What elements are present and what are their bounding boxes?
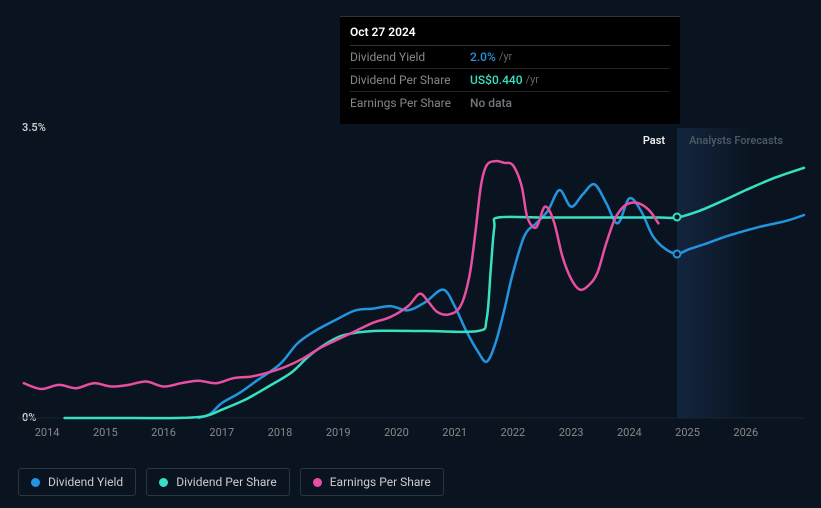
x-axis-tick: 2020 <box>384 426 409 439</box>
tooltip: Oct 27 2024 Dividend Yield2.0%/yrDividen… <box>340 16 680 124</box>
legend-swatch <box>159 478 168 487</box>
tooltip-row: Earnings Per ShareNo data <box>350 92 670 114</box>
tooltip-row-unit: /yr <box>499 50 512 64</box>
legend: Dividend Yield Dividend Per Share Earnings… <box>18 468 444 496</box>
series-marker <box>673 249 682 258</box>
x-axis-tick: 2019 <box>326 426 351 439</box>
x-axis-tick: 2024 <box>617 426 642 439</box>
tooltip-row-label: Dividend Yield <box>350 50 470 64</box>
x-axis-tick: 2025 <box>675 426 700 439</box>
series-line <box>198 184 804 418</box>
tooltip-row-label: Dividend Per Share <box>350 73 470 87</box>
x-axis-tick: 2016 <box>151 426 176 439</box>
x-axis-tick: 2022 <box>501 426 526 439</box>
tooltip-row-value: 2.0% <box>470 50 496 64</box>
legend-label: Dividend Per Share <box>176 475 277 489</box>
chart-plot-area: Past Analysts Forecasts <box>18 128 804 418</box>
legend-swatch <box>31 478 40 487</box>
x-axis-tick: 2023 <box>559 426 584 439</box>
x-axis-tick: 2017 <box>209 426 234 439</box>
tooltip-row: Dividend Per ShareUS$0.440/yr <box>350 69 670 92</box>
x-axis-tick: 2014 <box>35 426 60 439</box>
tooltip-row-unit: /yr <box>526 73 539 87</box>
x-axis-tick: 2018 <box>268 426 293 439</box>
x-axis-tick: 2015 <box>93 426 118 439</box>
tooltip-row: Dividend Yield2.0%/yr <box>350 46 670 69</box>
series-line <box>65 168 804 418</box>
tooltip-row-value: US$0.440 <box>470 73 523 87</box>
tooltip-date: Oct 27 2024 <box>350 25 670 46</box>
x-axis: 2014 2015 2016 2017 2018 2019 2020 2021 2022 2023… <box>18 426 804 442</box>
chart-lines <box>18 128 804 418</box>
x-axis-tick: 2026 <box>733 426 758 439</box>
tooltip-row-label: Earnings Per Share <box>350 96 470 110</box>
legend-swatch <box>313 478 322 487</box>
legend-item[interactable]: Dividend Yield <box>18 468 136 496</box>
x-axis-tick: 2021 <box>442 426 467 439</box>
legend-item[interactable]: Dividend Per Share <box>146 468 290 496</box>
legend-label: Earnings Per Share <box>330 475 431 489</box>
series-marker <box>673 213 682 222</box>
legend-item[interactable]: Earnings Per Share <box>300 468 444 496</box>
legend-label: Dividend Yield <box>48 475 123 489</box>
tooltip-row-value: No data <box>470 96 512 110</box>
